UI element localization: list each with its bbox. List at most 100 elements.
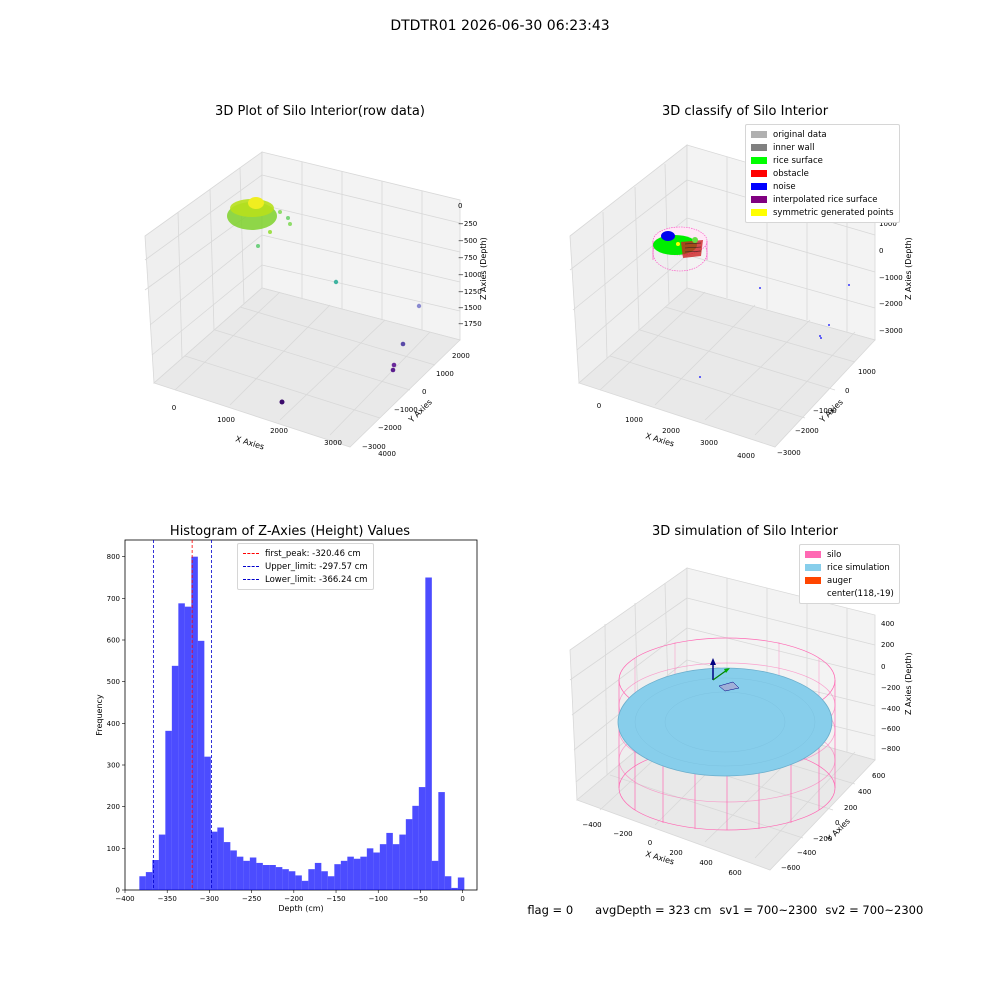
histogram-bar <box>139 876 146 890</box>
histogram-bar <box>379 844 387 890</box>
y-tick-label: 100 <box>107 845 120 853</box>
histogram-bar <box>405 819 413 890</box>
simulation-3d-plot: −400 −200 0 200 400 600 600 400 200 0 −2… <box>569 567 913 877</box>
sim-z-tick: −200 <box>881 684 900 692</box>
histogram-bar <box>236 856 244 890</box>
legend-item-original-data: original data <box>751 128 894 141</box>
legend-item-obstacle: obstacle <box>751 167 894 180</box>
sim-y-tick: −400 <box>797 849 816 857</box>
classify-z-tick: −2000 <box>879 300 903 308</box>
rice-simulation-surface <box>617 667 833 777</box>
raw-z-tick: −250 <box>458 220 477 228</box>
classify-x-tick: 4000 <box>737 452 755 460</box>
histogram-bar <box>366 848 374 890</box>
histogram-y-axis-label: Frequency <box>95 694 104 736</box>
status-line: flag = 0 avgDepth = 323 cm sv1 = 700~2300 s… <box>520 889 937 917</box>
histogram-bar <box>184 606 192 890</box>
raw-y-tick: 2000 <box>452 352 470 360</box>
histogram-bar <box>314 862 322 890</box>
sim-z-axis-label: Z Axies (Depth) <box>904 652 913 715</box>
classify-x-tick: 2000 <box>662 427 680 435</box>
histogram-bar <box>386 832 393 890</box>
y-tick-label: 700 <box>107 595 120 603</box>
sim-z-tick: 400 <box>881 620 894 628</box>
y-tick-label: 0 <box>116 887 120 895</box>
histogram-bar <box>418 787 426 890</box>
status-flag: flag = 0 <box>527 903 574 917</box>
histogram-bar <box>275 867 283 890</box>
y-tick-label: 500 <box>107 678 120 686</box>
raw-z-tick: −1500 <box>458 304 482 312</box>
histogram-bar <box>321 871 328 890</box>
histogram-bar <box>288 871 296 890</box>
x-tick-label: 0 <box>460 895 464 903</box>
histogram-bar <box>249 857 257 890</box>
histogram-bar <box>204 756 211 890</box>
raw-y-tick: −3000 <box>362 443 386 451</box>
classify-x-tick: 0 <box>597 402 601 410</box>
histogram-x-ticks: −400 −350 −300 −250 −200 −150 −100 −50 0 <box>115 890 465 903</box>
raw-x-tick: 3000 <box>324 439 342 447</box>
histogram-bar <box>399 834 406 890</box>
histogram-bar <box>457 877 465 890</box>
legend-item-silo: silo <box>805 548 894 561</box>
legend-item-upper-limit: Upper_limit: -297.57 cm <box>243 560 368 573</box>
histogram-threshold-lines <box>153 540 212 890</box>
raw-y-tick: 1000 <box>436 370 454 378</box>
sim-x-tick: −400 <box>582 821 601 829</box>
sim-z-tick: 0 <box>881 663 885 671</box>
raw-y-tick: −1000 <box>394 406 418 414</box>
classify-3d-panel: 3D classify of Silo Interior <box>555 100 935 470</box>
y-tick-label: 600 <box>107 637 120 645</box>
sim-x-tick: 600 <box>728 869 741 877</box>
raw-x-tick: 1000 <box>217 416 235 424</box>
histogram-bar <box>334 864 341 890</box>
histogram-bar <box>360 856 367 890</box>
raw-z-tick: 0 <box>458 202 462 210</box>
simulation-3d-panel: 3D simulation of Silo Interior <box>555 520 935 890</box>
classify-panel-title: 3D classify of Silo Interior <box>661 104 829 119</box>
histogram-bar <box>340 860 348 890</box>
histogram-bar <box>431 860 439 890</box>
x-tick-label: −50 <box>413 895 428 903</box>
raw-x-tick: 4000 <box>378 450 396 458</box>
histogram-bars <box>139 556 465 890</box>
x-tick-label: −100 <box>369 895 388 903</box>
histogram-bar <box>230 850 237 890</box>
histogram-bar <box>158 834 166 890</box>
histogram-bar <box>191 556 198 890</box>
histogram-bar <box>178 603 185 890</box>
histogram-bar <box>269 865 276 890</box>
classify-z-tick: 1000 <box>879 220 897 228</box>
sim-x-tick: −200 <box>613 830 632 838</box>
histogram-bar <box>217 827 224 890</box>
raw-x-tick: 2000 <box>270 427 288 435</box>
legend-item-symmetric: symmetric generated points <box>751 206 894 219</box>
classify-y-tick: −3000 <box>777 449 801 457</box>
classify-tick-labels: 0 1000 2000 3000 4000 1000 0 −1000 −2000… <box>597 220 903 460</box>
status-sv1: sv1 = 700~2300 <box>719 903 818 917</box>
auger-marker <box>710 658 740 692</box>
legend-item-lower-limit: Lower_limit: -366.24 cm <box>243 573 368 586</box>
sim-z-tick: −600 <box>881 725 900 733</box>
histogram-bar <box>425 577 432 890</box>
histogram-legend: first_peak: -320.46 cm Upper_limit: -297… <box>237 543 374 590</box>
x-tick-label: −250 <box>242 895 261 903</box>
y-tick-label: 400 <box>107 720 120 728</box>
raw-x-tick: 0 <box>172 404 176 412</box>
histogram-panel: Histogram of Z-Axies (Height) Values −40… <box>80 520 500 920</box>
histogram-bar <box>243 860 250 890</box>
status-avg-depth: avgDepth = 323 cm <box>595 903 712 917</box>
histogram-title: Histogram of Z-Axies (Height) Values <box>169 524 411 539</box>
legend-item-rice-simulation: rice simulation <box>805 561 894 574</box>
y-tick-label: 200 <box>107 803 120 811</box>
histogram-bar <box>282 869 289 890</box>
histogram-bar <box>353 858 361 890</box>
histogram-bar <box>165 730 172 890</box>
simulation-tick-labels: −400 −200 0 200 400 600 600 400 200 0 −2… <box>582 620 900 877</box>
raw-panel-title: 3D Plot of Silo Interior(row data) <box>215 104 425 119</box>
sim-y-tick: 200 <box>844 804 857 812</box>
raw-y-tick: 0 <box>422 388 426 396</box>
histogram-bar <box>392 844 400 890</box>
raw-z-axis-label: Z Axies (Depth) <box>479 237 488 300</box>
